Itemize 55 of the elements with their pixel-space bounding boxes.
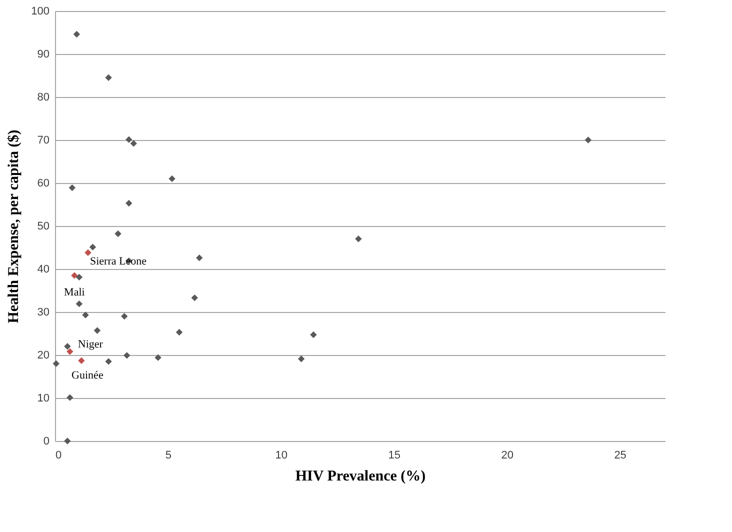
- y-tick-label: 40: [37, 264, 50, 276]
- y-tick-label: 50: [37, 220, 50, 232]
- point: [84, 249, 92, 256]
- y-tick-label: 10: [37, 392, 50, 404]
- x-tick-label: 20: [501, 450, 514, 462]
- point: [123, 352, 130, 359]
- point: [154, 354, 162, 361]
- point: [105, 74, 112, 82]
- point: [76, 274, 83, 281]
- point: [310, 331, 317, 338]
- x-tick-label: 15: [388, 450, 401, 462]
- y-tick-label: 100: [31, 6, 50, 18]
- point: [78, 357, 85, 364]
- y-tick-label: 30: [37, 306, 50, 318]
- point: [76, 300, 83, 308]
- y-tick-label: 20: [37, 350, 50, 362]
- y-tick-label: 60: [37, 178, 50, 190]
- x-tick-label: 5: [165, 450, 172, 462]
- point: [584, 136, 592, 144]
- point: [94, 327, 101, 334]
- x-tick-label: 0: [56, 450, 62, 462]
- point: [191, 294, 198, 302]
- point: [71, 272, 78, 279]
- point: [64, 438, 71, 444]
- point: [126, 136, 132, 143]
- annotation: Guinée: [72, 370, 104, 382]
- y-axis-title: Health Expense, per capita ($): [6, 130, 22, 324]
- x-tick-label: 25: [614, 450, 626, 462]
- annotation: Sierra Leone: [90, 256, 147, 268]
- point: [105, 358, 112, 365]
- x-tick-label: 10: [275, 450, 288, 462]
- point: [196, 254, 203, 262]
- point: [66, 348, 74, 355]
- point: [130, 140, 137, 147]
- y-tick-label: 90: [37, 48, 50, 60]
- point: [73, 30, 80, 38]
- annotation: Niger: [78, 338, 104, 351]
- point: [298, 356, 305, 362]
- point: [52, 360, 60, 367]
- point: [82, 312, 89, 318]
- point: [66, 394, 74, 401]
- point: [126, 200, 132, 207]
- annotation: Mali: [64, 286, 85, 298]
- point: [68, 184, 76, 192]
- point: [121, 312, 128, 320]
- y-tick-label: 80: [37, 92, 50, 104]
- x-axis-title: HIV Prevalence (%): [295, 468, 426, 484]
- point: [64, 343, 71, 350]
- point: [89, 244, 96, 250]
- y-tick-label: 0: [43, 436, 50, 448]
- point: [355, 236, 362, 242]
- point: [114, 230, 122, 238]
- point: [176, 328, 183, 336]
- point: [168, 175, 176, 182]
- y-tick-label: 70: [37, 134, 50, 146]
